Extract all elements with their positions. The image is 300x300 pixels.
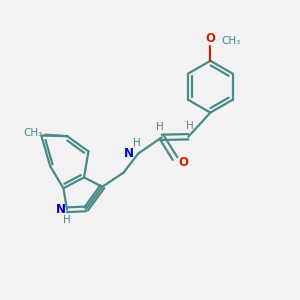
Text: CH₃: CH₃ <box>24 128 43 138</box>
Text: H: H <box>156 122 164 132</box>
Text: H: H <box>62 215 70 225</box>
Text: O: O <box>178 156 188 169</box>
Text: H: H <box>133 138 141 148</box>
Text: CH₃: CH₃ <box>221 36 241 46</box>
Text: H: H <box>187 122 194 131</box>
Text: O: O <box>206 32 215 46</box>
Text: N: N <box>124 147 134 160</box>
Text: N: N <box>56 203 65 216</box>
